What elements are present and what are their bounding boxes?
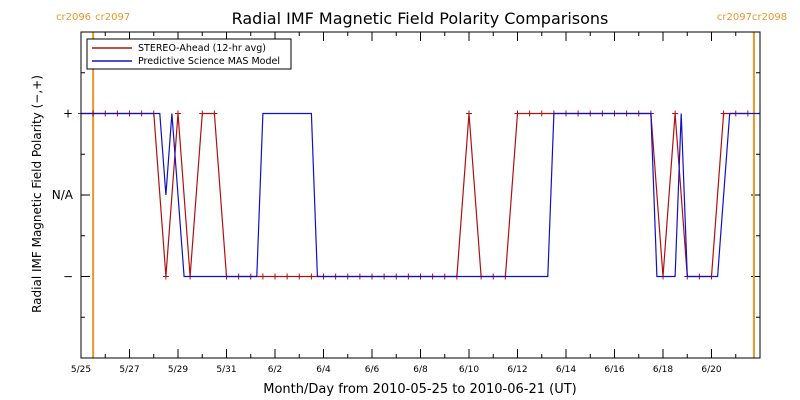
y-axis-label: Radial IMF Magnetic Field Polarity (−,+) — [30, 75, 44, 313]
y-tick-label: − — [63, 270, 73, 284]
x-tick-label: 6/10 — [459, 365, 479, 375]
x-tick-label: 6/18 — [653, 365, 673, 375]
x-tick-label: 6/16 — [604, 365, 624, 375]
legend-label-mas: Predictive Science MAS Model — [138, 56, 280, 67]
data-point-marker — [211, 110, 218, 117]
data-point-marker — [259, 273, 266, 280]
x-tick-label: 5/31 — [216, 365, 236, 375]
rotation-label-before: cr2096 — [56, 12, 91, 23]
series-lines — [78, 110, 760, 280]
x-axis-label: Month/Day from 2010-05-25 to 2010-06-21 … — [263, 382, 576, 397]
y-tick-label: + — [63, 107, 73, 121]
x-tick-label: 6/6 — [365, 365, 380, 375]
data-point-marker — [296, 273, 303, 280]
y-tick-label: N/A — [52, 188, 74, 202]
data-point-marker — [526, 110, 533, 117]
data-point-marker — [672, 110, 679, 117]
data-point-marker — [175, 110, 181, 117]
data-point-marker — [199, 110, 206, 117]
data-point-marker — [162, 273, 169, 280]
rotation-label-before: cr2097 — [717, 12, 752, 23]
axis-ticks: 5/25 5/27 5/29 5/31 6/2 6/4 6/6 6/8 6/10 6/12 6/14… — [52, 31, 761, 375]
legend-label-stereo: STEREO-Ahead (12-hr avg) — [138, 43, 266, 54]
x-tick-label: 6/20 — [701, 365, 721, 375]
x-tick-label: 5/29 — [168, 365, 188, 375]
data-point-marker — [538, 110, 545, 117]
x-tick-label: 6/8 — [413, 365, 428, 375]
data-point-marker — [272, 273, 278, 280]
legend: STEREO-Ahead (12-hr avg) Predictive Scie… — [86, 38, 292, 70]
data-point-marker — [466, 110, 472, 117]
rotation-markers: cr2096 cr2097 cr2097 cr2098 — [56, 12, 787, 358]
data-point-marker — [284, 273, 291, 280]
data-point-marker — [514, 110, 521, 117]
plot-frame — [80, 31, 761, 359]
x-tick-label: 6/2 — [268, 365, 282, 375]
data-point-marker — [308, 273, 315, 280]
legend-box — [86, 38, 292, 70]
chart-title: Radial IMF Magnetic Field Polarity Compa… — [232, 9, 609, 28]
rotation-label-after: cr2098 — [752, 12, 787, 23]
series-line-mas — [81, 112, 760, 278]
x-tick-label: 5/25 — [71, 365, 91, 375]
x-tick-label: 6/4 — [316, 365, 331, 375]
x-tick-label: 6/12 — [507, 365, 527, 375]
rotation-label-after: cr2097 — [95, 12, 130, 23]
x-tick-label: 5/27 — [119, 365, 139, 375]
data-point-marker — [720, 110, 727, 117]
x-tick-label: 6/14 — [556, 365, 576, 375]
